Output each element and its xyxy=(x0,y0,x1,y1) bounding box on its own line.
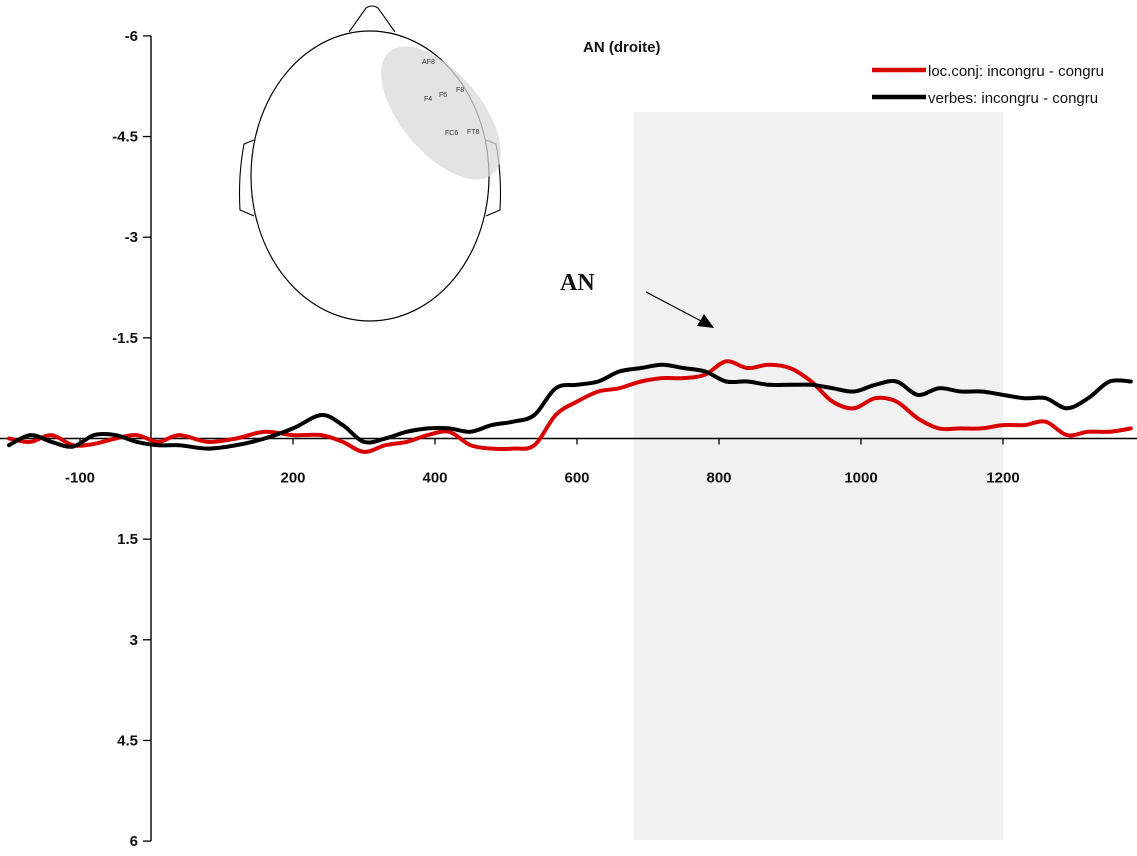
analysis-window-shading xyxy=(633,112,1003,840)
legend-label: verbes: incongru - congru xyxy=(928,90,1098,107)
y-tick-label: -6 xyxy=(125,28,138,45)
an-annotation: AN xyxy=(560,270,714,328)
y-tick-label: 1.5 xyxy=(117,531,138,548)
chart-title: AN (droite) xyxy=(583,39,661,56)
legend-label: loc.conj: incongru - congru xyxy=(928,63,1104,80)
head-nose xyxy=(348,5,396,33)
x-tick-label: 200 xyxy=(280,470,305,487)
electrode-region-highlight xyxy=(381,46,501,180)
y-tick-label: 3 xyxy=(130,632,138,649)
electrode-label: F6 xyxy=(439,92,447,99)
head-left-ear xyxy=(238,139,255,217)
y-tick-label: 6 xyxy=(130,833,138,850)
y-tick-label: -4.5 xyxy=(112,129,138,146)
series-group xyxy=(7,359,1133,454)
electrode-label: FC6 xyxy=(445,130,458,137)
head-inset: AF8 F8 F6 F4 FC6 FT8 xyxy=(238,5,502,322)
series-line-loc-conj xyxy=(7,359,1133,454)
electrode-label: FT8 xyxy=(467,129,480,136)
electrode-label: F8 xyxy=(456,87,464,94)
x-tick-label: 1200 xyxy=(986,470,1019,487)
electrode-label: AF8 xyxy=(422,59,435,66)
annotation-arrowhead xyxy=(697,314,714,328)
electrode-label: F4 xyxy=(424,96,432,103)
x-tick-label: -100 xyxy=(65,470,95,487)
annotation-arrow-line xyxy=(645,291,704,323)
series-line-verbes xyxy=(7,362,1133,451)
y-tick-label: -3 xyxy=(125,229,138,246)
x-tick-label: 800 xyxy=(706,470,731,487)
y-tick-label: -1.5 xyxy=(112,330,138,347)
x-tick-label: 600 xyxy=(564,470,589,487)
legend: loc.conj: incongru - congru verbes: incon… xyxy=(872,63,1104,107)
x-tick-label: 400 xyxy=(422,470,447,487)
y-tick-label: 4.5 xyxy=(117,732,138,749)
annotation-label: AN xyxy=(560,270,595,296)
x-tick-label: 1000 xyxy=(844,470,877,487)
